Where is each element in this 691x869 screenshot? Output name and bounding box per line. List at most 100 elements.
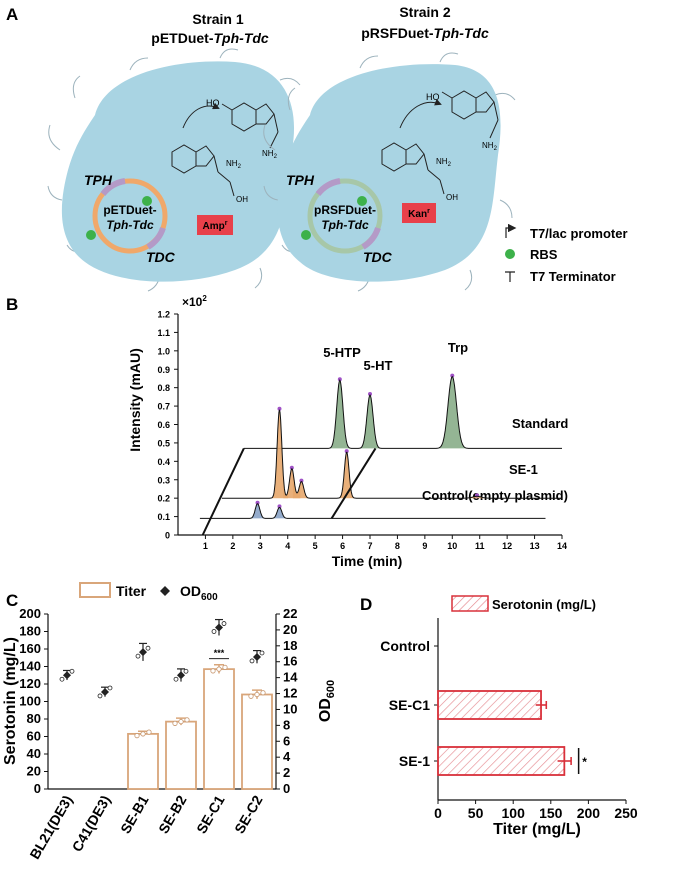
panel-c-category-label: SE-B1 xyxy=(117,792,152,836)
legend-serotonin-swatch xyxy=(451,595,489,612)
panel-b-ytick-label: 0.2 xyxy=(157,494,170,504)
panel-b-xtick-label: 13 xyxy=(530,541,540,551)
peak-label-5htp: 5-HTP xyxy=(323,345,361,360)
od-point xyxy=(101,687,109,696)
od-replicate-point xyxy=(59,676,65,682)
titer-bar xyxy=(203,668,235,790)
od-replicate-point xyxy=(183,668,189,674)
strain2-tdc-label: TDC xyxy=(363,249,393,265)
strain1-trp-oh: OH xyxy=(236,195,248,204)
panel-c-category-label: C41(DE3) xyxy=(69,793,114,855)
od-replicate-point xyxy=(69,668,75,674)
panel-c-right-tick-label: 20 xyxy=(283,622,297,637)
strain2-circle-label-1: pRSFDuet- xyxy=(314,203,376,217)
trace-peak-fill xyxy=(358,395,382,449)
legend-terminator-label: T7 Terminator xyxy=(530,269,616,284)
legend-titer-label: Titer xyxy=(116,583,147,599)
panel-b-ytick-label: 0.7 xyxy=(157,402,170,412)
panel-d-category-label: Control xyxy=(380,638,430,654)
strain1-title: Strain 1 xyxy=(192,11,244,27)
peak-apex-marker xyxy=(289,465,294,470)
strain2-circle-label-2: Tph-Tdc xyxy=(321,218,369,232)
trace-line-0 xyxy=(243,375,562,449)
od-replicate-point xyxy=(145,645,151,651)
axis-break-right xyxy=(330,447,377,519)
panel-c-left-tick-label: 140 xyxy=(19,659,41,674)
strain1-tph-label: TPH xyxy=(84,172,113,188)
panel-c-category-label: SE-B2 xyxy=(155,792,190,836)
panel-b-ytick-label: 0 xyxy=(165,531,170,541)
panel-b-xtick-label: 8 xyxy=(395,541,400,551)
panel-c-right-tick-label: 4 xyxy=(283,749,291,764)
panel-c-left-tick-label: 120 xyxy=(19,676,41,691)
trace-peak-fill xyxy=(328,380,352,449)
trace-peak-fill xyxy=(270,410,288,499)
panel-c-left-tick-label: 60 xyxy=(27,729,41,744)
panel-b-xtick-label: 9 xyxy=(422,541,427,551)
trace-peak-fill xyxy=(292,471,310,499)
od-replicate-point xyxy=(97,693,103,699)
titer-bar-horizontal xyxy=(437,690,542,720)
panel-b-ylabel: Intensity (mAU) xyxy=(127,348,143,451)
peak-apex-marker xyxy=(450,373,455,378)
od-point xyxy=(139,648,147,657)
panel-d: D Serotonin (mg/L) Titer (mg/L) 0 50 100 15… xyxy=(360,595,638,838)
panel-c-left-tick-label: 200 xyxy=(19,606,41,621)
strain2-cell: pRSFDuet- Tph-Tdc TPH TDC Kanr HO NH2 xyxy=(263,52,516,292)
panel-b-ytick-label: 0.6 xyxy=(157,420,170,430)
panel-b-label: B xyxy=(6,295,18,314)
peak-apex-marker xyxy=(344,449,349,454)
panel-b-xtick-label: 10 xyxy=(447,541,457,551)
od-point xyxy=(215,623,223,632)
panel-c-right-tick-label: 2 xyxy=(283,765,290,780)
strain2-marker-box xyxy=(402,203,436,223)
strain1-marker-box xyxy=(197,215,233,235)
titer-replicate-point xyxy=(140,731,146,737)
strain2-tph-label: TPH xyxy=(286,172,315,188)
panel-c-right-tick-label: 8 xyxy=(283,717,290,732)
panel-d-category-label: SE-1 xyxy=(399,753,430,769)
strain1-serotonin-molecule xyxy=(221,102,279,149)
panel-b-ytick-label: 0.4 xyxy=(157,457,170,467)
strain2-tryptophan-molecule xyxy=(381,142,445,195)
titer-replicate-point xyxy=(172,720,178,726)
trace-line-1 xyxy=(221,409,562,499)
peak-label-5ht: 5-HT xyxy=(364,358,393,373)
panel-c-category-label: SE-C1 xyxy=(193,792,228,836)
strain2-marker-text: Kanr xyxy=(408,208,430,220)
titer-bar xyxy=(127,732,159,790)
strain1-serotonin-nh2: NH2 xyxy=(262,149,278,160)
od-replicate-point xyxy=(211,629,217,634)
panel-b-ytick-label: 0.1 xyxy=(157,512,170,522)
strain1-tdc-label: TDC xyxy=(146,249,176,265)
strain2-conversion-arrow xyxy=(399,98,442,129)
panel-d-xtick-label: 50 xyxy=(468,805,484,821)
trace-peak-fill xyxy=(436,376,468,449)
trace-label-se1: SE-1 xyxy=(509,462,538,477)
panel-c-left-tick-label: 160 xyxy=(19,641,41,656)
strain2-tdc-segment xyxy=(361,226,381,250)
strain2-rbs-1 xyxy=(357,196,367,206)
panel-d-xtick-label: 100 xyxy=(502,805,526,821)
panel-b-xlabel: Time (min) xyxy=(332,553,403,569)
panel-c-left-tick-label: 0 xyxy=(34,781,41,796)
panel-c-ylabel-left: Serotonin (mg/L) xyxy=(2,637,19,765)
cell1-body xyxy=(61,61,295,282)
panel-b-xtick-label: 4 xyxy=(285,541,290,551)
strain1-cell: pETDuet- Tph-Tdc TPH TDC Ampr HO NH2 xyxy=(47,48,313,292)
panel-b-ytick-label: 1.2 xyxy=(157,310,170,320)
strain1-rbs-1 xyxy=(142,196,152,206)
panel-b-ytick-label: 0.9 xyxy=(157,365,170,375)
titer-bar-horizontal xyxy=(437,746,566,776)
peak-apex-marker xyxy=(277,504,282,509)
od-replicate-point xyxy=(173,676,179,682)
strain1-trp-nh2: NH2 xyxy=(226,159,242,170)
panel-c-right-tick-label: 12 xyxy=(283,686,297,701)
peak-apex-marker xyxy=(255,500,260,505)
panel-c-left-tick-label: 80 xyxy=(27,711,41,726)
trace-peak-fill xyxy=(249,503,267,519)
panel-c-left-tick-label: 180 xyxy=(19,624,41,639)
strain1-circle-label-1: pETDuet- xyxy=(103,203,156,217)
panel-b-xtick-label: 2 xyxy=(230,541,235,551)
